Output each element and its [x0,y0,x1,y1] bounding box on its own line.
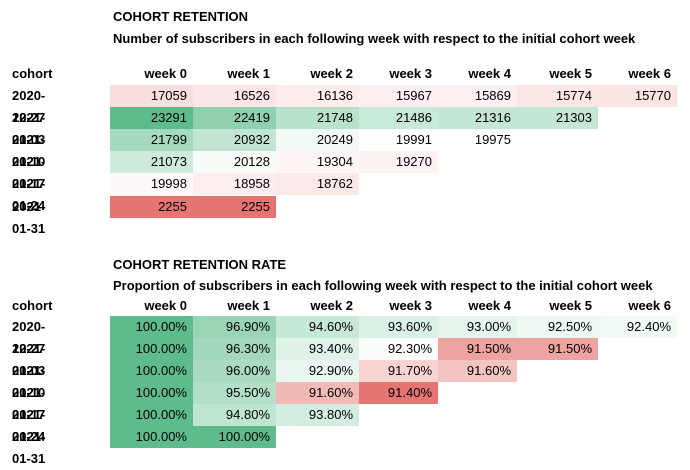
table-cell: 93.40% [276,338,359,360]
table-cell: 18958 [193,173,276,196]
table-cell: 19270 [359,151,438,174]
retention-rate-title: COHORT RETENTION RATE [113,257,287,272]
table-cell: 19975 [438,129,517,152]
column-header-week-6: week 6 [628,298,671,313]
table-cell: 19304 [276,151,359,174]
table-cell: 92.50% [517,316,598,338]
table-cell: 15967 [359,85,438,107]
table-cell: 2255 [110,195,193,218]
cohort-row-label: 2021-01-24 [12,407,46,444]
table-cell: 96.00% [193,360,276,382]
column-header-week-1: week 1 [227,66,270,81]
table-cell: 100.00% [110,382,193,404]
table-cell: 15770 [598,85,677,107]
cohort-row-label: 2021-01-03 [12,110,46,148]
column-header-week-0: week 0 [144,66,187,81]
table-cell: 93.00% [438,316,517,338]
cohort-row-label: 2021-01-10 [12,132,46,170]
cohort-row-label: 2021-01-17 [12,385,46,422]
table-cell: 91.60% [438,360,517,382]
cohort-row-label: 2020-12-27 [12,88,46,125]
table-cell: 23291 [110,107,193,130]
retention-rate-subtitle: Proportion of subscribers in each follow… [113,278,653,293]
table-cell: 21303 [517,107,598,130]
cohort-row-label: 2021-01-31 [12,429,46,466]
table-cell: 92.90% [276,360,359,382]
table-cell: 15774 [517,85,598,107]
retention-count-title: COHORT RETENTION [113,9,249,24]
table-cell: 19991 [359,129,438,152]
cohort-row-label: 2021-01-10 [12,363,46,400]
table-cell: 91.50% [517,338,598,360]
table-cell: 100.00% [110,360,193,382]
table-cell: 20128 [193,151,276,174]
table-cell: 96.90% [193,316,276,338]
table-cell: 91.70% [359,360,438,382]
table-cell: 91.40% [359,382,438,404]
retention-count-subtitle: Number of subscribers in each following … [113,31,636,46]
column-header-week-4: week 4 [468,66,511,81]
table-cell: 95.50% [193,382,276,404]
table-cell: 100.00% [193,426,276,448]
column-header-week-4: week 4 [468,298,511,313]
cohort-row-label: 2021-01-03 [12,341,46,378]
table-cell: 21486 [359,107,438,130]
table-cell: 18762 [276,173,359,196]
table-cell: 20932 [193,129,276,152]
table-cell: 91.60% [276,382,359,404]
column-header-week-0: week 0 [144,298,187,313]
cohort-row-label: 2021-01-17 [12,154,46,192]
column-header-week-1: week 1 [227,298,270,313]
table-cell: 20249 [276,129,359,152]
cohort-column-header: cohort [12,298,53,313]
table-cell: 93.80% [276,404,359,426]
table-cell: 15869 [438,85,517,107]
cohort-row-label: 2021-01-24 [12,176,46,214]
column-header-week-6: week 6 [628,66,671,81]
column-header-week-5: week 5 [549,298,592,313]
table-cell: 96.30% [193,338,276,360]
table-cell: 94.80% [193,404,276,426]
table-cell: 92.40% [598,316,677,338]
table-cell: 100.00% [110,404,193,426]
column-header-week-2: week 2 [310,298,353,313]
table-cell: 91.50% [438,338,517,360]
table-cell: 19998 [110,173,193,196]
table-cell: 93.60% [359,316,438,338]
cohort-row-label: 2020-12-27 [12,319,46,356]
table-cell: 100.00% [110,426,193,448]
table-cell: 21316 [438,107,517,130]
table-cell: 21073 [110,151,193,174]
table-cell: 21748 [276,107,359,130]
table-cell: 22419 [193,107,276,130]
table-cell: 16136 [276,85,359,107]
column-header-week-3: week 3 [389,298,432,313]
table-cell: 2255 [193,195,276,218]
table-cell: 94.60% [276,316,359,338]
table-cell: 16526 [193,85,276,107]
table-cell: 100.00% [110,338,193,360]
column-header-week-2: week 2 [310,66,353,81]
column-header-week-5: week 5 [549,66,592,81]
cohort-column-header: cohort [12,66,53,81]
table-cell: 100.00% [110,316,193,338]
table-cell: 21799 [110,129,193,152]
cohort-row-label: 2021-01-31 [12,198,46,236]
table-cell: 17059 [110,85,193,107]
table-cell: 92.30% [359,338,438,360]
column-header-week-3: week 3 [389,66,432,81]
